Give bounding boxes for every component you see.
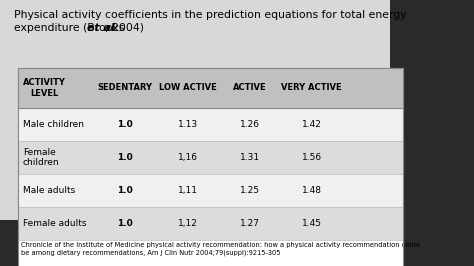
Bar [18,108,403,141]
Text: Physical activity coefficients in the prediction equations for total energy: Physical activity coefficients in the pr… [14,10,407,20]
Text: 1.56: 1.56 [301,153,322,162]
Bar [18,174,403,207]
Text: 1,12: 1,12 [178,219,198,228]
Text: 1.0: 1.0 [117,153,133,162]
Text: Female adults: Female adults [23,219,86,228]
Bar [18,141,403,174]
Text: 1.0: 1.0 [117,120,133,129]
Text: ACTIVITY
LEVEL: ACTIVITY LEVEL [23,78,66,98]
Text: 1.48: 1.48 [301,186,321,195]
Text: Male children: Male children [23,120,84,129]
Text: Male adults: Male adults [23,186,75,195]
Text: 1.0: 1.0 [117,219,133,228]
Text: ACTIVE: ACTIVE [233,84,267,93]
Bar [18,68,403,266]
Bar [390,0,474,266]
Text: VERY ACTIVE: VERY ACTIVE [281,84,342,93]
Text: Female
children: Female children [23,148,60,167]
Text: 1,11: 1,11 [178,186,198,195]
Bar [0,220,474,266]
Text: LOW ACTIVE: LOW ACTIVE [159,84,217,93]
Bar [18,68,403,108]
Text: 1.25: 1.25 [240,186,260,195]
Bar [18,68,403,266]
Text: 1.45: 1.45 [301,219,321,228]
Text: 1.42: 1.42 [301,120,321,129]
Text: , 2004): , 2004) [105,23,144,33]
Text: 1.26: 1.26 [240,120,260,129]
Text: 1.31: 1.31 [240,153,260,162]
Text: 1.13: 1.13 [178,120,199,129]
Text: 1,16: 1,16 [178,153,198,162]
Text: expenditure (Brooks: expenditure (Brooks [14,23,128,33]
Text: 1.0: 1.0 [117,186,133,195]
Text: Chronicle of the Institute of Medicine physical activity recommendation: how a p: Chronicle of the Institute of Medicine p… [21,242,420,256]
Bar [18,207,403,240]
Text: SEDENTARY: SEDENTARY [97,84,152,93]
Bar [0,0,390,220]
Text: 1.27: 1.27 [240,219,260,228]
Text: et al: et al [87,23,115,33]
Bar [18,240,403,266]
